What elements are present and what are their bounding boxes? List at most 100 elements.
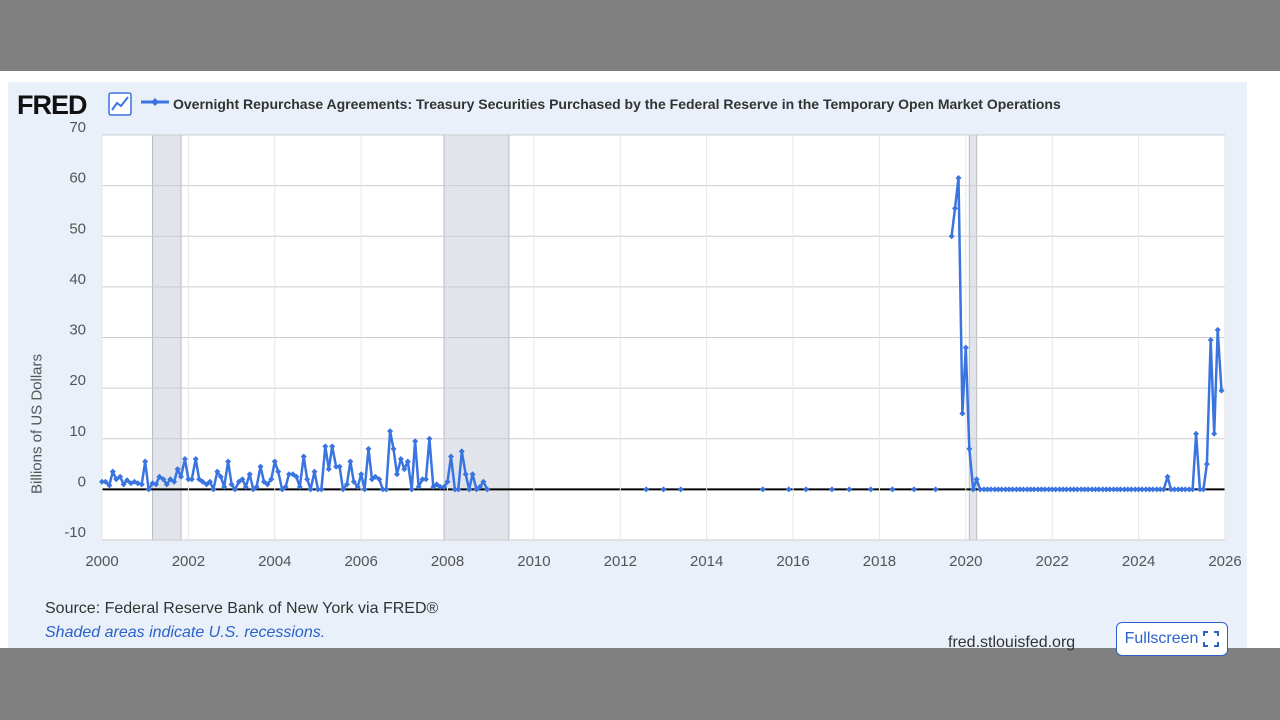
data-point (1211, 430, 1218, 437)
data-point (1178, 486, 1185, 493)
data-point (404, 458, 411, 465)
source-text: Source: Federal Reserve Bank of New York… (45, 600, 439, 617)
data-point (1095, 486, 1102, 493)
data-point (1081, 486, 1088, 493)
data-point (322, 443, 329, 450)
data-point (145, 486, 152, 493)
data-point (307, 486, 314, 493)
data-point (408, 486, 415, 493)
data-point (1149, 486, 1156, 493)
data-point (977, 486, 984, 493)
data-point (444, 478, 451, 485)
data-point (1074, 486, 1081, 493)
data-point (984, 486, 991, 493)
data-point (286, 471, 293, 478)
data-point (451, 486, 458, 493)
fred-logo[interactable]: FRED (17, 90, 87, 120)
data-point (1009, 486, 1016, 493)
data-point (980, 486, 987, 493)
data-point (174, 466, 181, 473)
data-point (987, 486, 994, 493)
data-point (264, 481, 271, 488)
data-point (394, 471, 401, 478)
data-point (966, 445, 973, 452)
data-point (361, 486, 368, 493)
data-point (1070, 486, 1077, 493)
data-point (1016, 486, 1023, 493)
data-point (1168, 486, 1175, 493)
fullscreen-label: Fullscreen (1124, 630, 1199, 647)
x-tick-label: 2020 (949, 553, 982, 570)
data-point (889, 486, 896, 493)
data-point (293, 473, 300, 480)
site-link[interactable]: fred.stlouisfed.org (948, 634, 1076, 651)
data-point (952, 205, 959, 212)
data-point (1092, 486, 1099, 493)
data-point (785, 486, 792, 493)
data-point (221, 483, 228, 490)
data-point (99, 478, 105, 485)
data-point (1171, 486, 1178, 493)
data-point (390, 445, 397, 452)
line-chart-icon (108, 92, 132, 116)
data-point (973, 476, 980, 483)
recession-note: Shaded areas indicate U.S. recessions. (45, 624, 326, 641)
data-point (476, 483, 483, 490)
data-point (1006, 486, 1013, 493)
data-point (1175, 486, 1182, 493)
data-point (419, 476, 426, 483)
data-point (1063, 486, 1070, 493)
data-point (455, 486, 462, 493)
data-point (336, 463, 343, 470)
data-point (998, 486, 1005, 493)
data-point (1114, 486, 1121, 493)
data-point (199, 478, 206, 485)
data-point (643, 486, 650, 493)
x-tick-label: 2002 (172, 553, 205, 570)
data-point (948, 233, 955, 240)
y-tick-label: -10 (64, 524, 86, 541)
y-tick-label: 70 (69, 119, 86, 136)
data-point (397, 456, 404, 462)
fullscreen-button[interactable]: Fullscreen (1116, 622, 1228, 656)
data-point (275, 468, 282, 475)
data-point (867, 486, 874, 493)
data-point (358, 471, 365, 478)
y-tick-label: 10 (69, 423, 86, 440)
y-tick-label: 30 (69, 322, 86, 339)
data-point (484, 486, 491, 493)
data-point (759, 486, 766, 493)
data-point (333, 463, 340, 470)
data-point (1041, 486, 1048, 493)
data-point (401, 466, 408, 473)
data-point (242, 483, 249, 490)
y-tick-label: 20 (69, 372, 86, 389)
data-point (1002, 486, 1009, 493)
x-tick-label: 2014 (690, 553, 723, 570)
data-point (160, 476, 167, 483)
data-point (1024, 486, 1031, 493)
data-point (480, 478, 487, 485)
expand-icon (1203, 631, 1220, 647)
data-point (246, 471, 253, 478)
data-point (314, 486, 321, 493)
data-point (412, 438, 419, 445)
data-point (1193, 430, 1200, 437)
data-point (1189, 486, 1196, 493)
data-point (296, 483, 303, 490)
data-point (250, 486, 257, 493)
data-point (1132, 486, 1139, 493)
data-point (1103, 486, 1110, 493)
data-point (1067, 486, 1074, 493)
data-point (268, 476, 275, 483)
data-point (1052, 486, 1059, 493)
data-point (138, 481, 145, 488)
data-point (447, 453, 454, 460)
y-tick-label: 40 (69, 271, 86, 288)
data-point (1013, 486, 1020, 493)
data-point (1186, 486, 1193, 493)
data-point (239, 476, 246, 483)
data-point (171, 478, 178, 485)
data-point (1121, 486, 1128, 493)
data-point (102, 478, 109, 485)
